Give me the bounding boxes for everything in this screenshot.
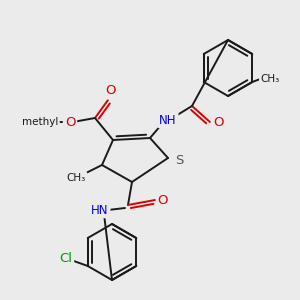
Text: Cl: Cl xyxy=(59,251,72,265)
Text: methyl: methyl xyxy=(22,117,58,127)
Text: CH₃: CH₃ xyxy=(66,173,85,183)
Text: HN: HN xyxy=(91,203,109,217)
Text: O: O xyxy=(213,116,223,128)
Text: NH: NH xyxy=(159,113,177,127)
Text: O: O xyxy=(158,194,168,206)
Text: S: S xyxy=(175,154,183,166)
Text: O: O xyxy=(105,85,115,98)
Text: O: O xyxy=(65,116,75,128)
Text: CH₃: CH₃ xyxy=(261,74,280,84)
